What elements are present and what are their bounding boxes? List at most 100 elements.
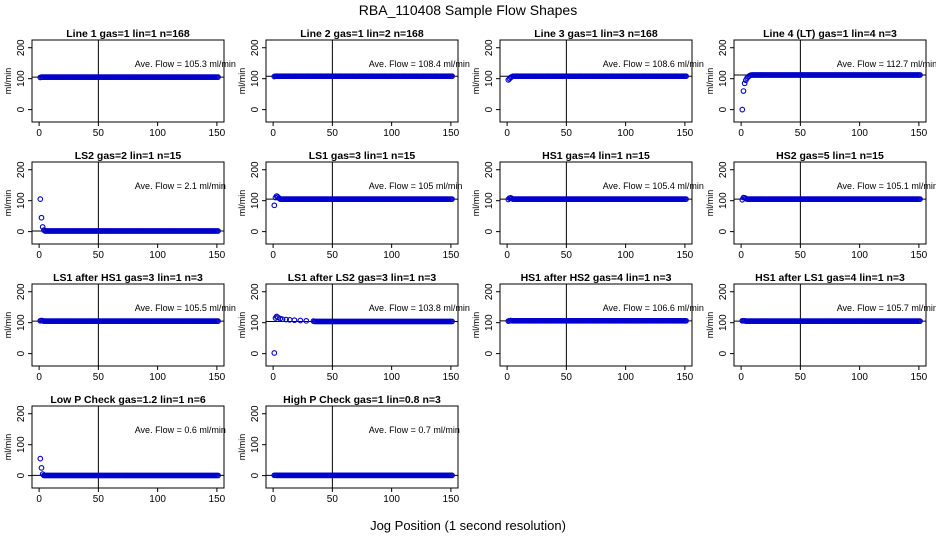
x-tick-label: 50 [327, 250, 339, 261]
y-tick-label: 0 [250, 106, 261, 112]
average-flow-label: Ave. Flow = 108.6 ml/min [603, 59, 704, 69]
plot-frame [265, 161, 459, 245]
y-tick-label: 200 [250, 283, 261, 300]
y-axis-label: ml/min [3, 68, 13, 95]
average-flow-label: Ave. Flow = 108.4 ml/min [369, 59, 470, 69]
data-point [271, 350, 278, 356]
x-tick-label: 0 [36, 250, 42, 261]
data-point [215, 228, 221, 234]
average-flow-label: Ave. Flow = 105.1 ml/min [837, 181, 936, 191]
panel-title: Line 1 gas=1 lin=1 n=168 [66, 28, 190, 40]
panel-1: Line 1 gas=1 lin=1 n=168 0 50 100 150 0 100 200… [3, 28, 236, 139]
average-flow-label: Ave. Flow = 105.5 ml/min [135, 303, 236, 313]
data-point [917, 72, 923, 78]
data-point [449, 318, 455, 325]
panel-5: LS2 gas=2 lin=1 n=15 0 50 100 150 0 100 200 ml/m… [3, 150, 226, 261]
y-axis-label: ml/min [237, 68, 247, 95]
y-axis-label: ml/min [471, 68, 481, 95]
x-tick-label: 100 [851, 128, 868, 139]
panel-4: Line 4 (LT) gas=1 lin=4 n=3 0 50 100 150 0 100… [705, 28, 936, 139]
data-point [38, 214, 45, 221]
data-point [449, 73, 455, 80]
y-tick-label: 100 [16, 436, 27, 453]
y-tick-label: 100 [484, 314, 495, 331]
x-tick-label: 50 [93, 372, 105, 383]
x-tick-label: 0 [504, 128, 510, 139]
x-tick-label: 50 [561, 372, 573, 383]
x-tick-label: 150 [209, 372, 226, 383]
x-tick-label: 150 [443, 250, 460, 261]
y-tick-label: 200 [16, 39, 27, 56]
y-tick-label: 0 [250, 350, 261, 356]
average-flow-label: Ave. Flow = 0.6 ml/min [135, 425, 226, 435]
panel-6: LS1 gas=3 lin=1 n=15 0 50 100 150 0 100 200 ml/m… [237, 150, 462, 261]
plot-frame [733, 161, 927, 245]
data-point [291, 317, 298, 324]
y-tick-label: 0 [718, 106, 729, 112]
data-point [271, 202, 278, 209]
y-tick-label: 0 [484, 228, 495, 234]
y-tick-label: 0 [484, 106, 495, 112]
plot-frame [733, 283, 927, 367]
x-tick-label: 100 [383, 494, 400, 505]
y-tick-label: 200 [718, 161, 729, 178]
average-flow-label: Ave. Flow = 103.8 ml/min [369, 303, 470, 313]
y-tick-label: 100 [16, 70, 27, 87]
panel-title: LS1 after LS2 gas=3 lin=1 n=3 [288, 272, 437, 284]
data-point [449, 196, 455, 202]
y-tick-label: 200 [16, 405, 27, 422]
y-tick-label: 200 [250, 405, 261, 422]
data-point [917, 196, 923, 202]
data-point [37, 455, 44, 462]
y-tick-label: 0 [250, 228, 261, 234]
plot-frame [499, 39, 693, 123]
y-axis-label: ml/min [237, 434, 247, 461]
x-tick-label: 0 [738, 250, 744, 261]
y-tick-label: 200 [250, 39, 261, 56]
y-tick-label: 200 [484, 39, 495, 56]
x-tick-label: 0 [36, 494, 42, 505]
x-tick-label: 100 [149, 494, 166, 505]
panel-11: HS1 after HS2 gas=4 lin=1 n=3 0 50 100 150 0 1… [471, 272, 704, 383]
x-tick-label: 100 [851, 372, 868, 383]
x-tick-label: 100 [617, 250, 634, 261]
panel-title: HS2 gas=5 lin=1 n=15 [776, 150, 884, 162]
y-tick-label: 200 [16, 283, 27, 300]
x-tick-label: 150 [677, 250, 694, 261]
y-axis-label: ml/min [3, 312, 13, 339]
data-point [215, 74, 221, 80]
plot-frame [31, 405, 225, 489]
data-point [683, 317, 689, 324]
panel-title: LS2 gas=2 lin=1 n=15 [75, 150, 182, 162]
average-flow-label: Ave. Flow = 2.1 ml/min [135, 181, 226, 191]
x-tick-label: 100 [149, 250, 166, 261]
y-tick-label: 100 [250, 314, 261, 331]
y-tick-label: 200 [718, 283, 729, 300]
y-tick-label: 0 [718, 228, 729, 234]
x-tick-label: 150 [677, 372, 694, 383]
y-tick-label: 0 [16, 350, 27, 356]
y-tick-label: 100 [16, 192, 27, 209]
panel-title: High P Check gas=1 lin=0.8 n=3 [283, 394, 441, 406]
x-tick-label: 0 [738, 372, 744, 383]
data-point [303, 317, 310, 324]
y-axis-label: ml/min [237, 312, 247, 339]
y-tick-label: 200 [484, 161, 495, 178]
panel-3: Line 3 gas=1 lin=3 n=168 0 50 100 150 0 100 200… [471, 28, 704, 139]
y-tick-label: 0 [16, 472, 27, 478]
x-tick-label: 150 [443, 372, 460, 383]
y-axis-label: ml/min [471, 312, 481, 339]
y-tick-label: 0 [16, 228, 27, 234]
x-tick-label: 150 [443, 494, 460, 505]
x-tick-label: 50 [327, 128, 339, 139]
panel-title: Line 4 (LT) gas=1 lin=4 n=3 [763, 28, 897, 40]
x-tick-label: 0 [36, 372, 42, 383]
panel-8: HS2 gas=5 lin=1 n=15 0 50 100 150 0 100 200 ml/m… [705, 150, 936, 261]
panel-14: High P Check gas=1 lin=0.8 n=3 0 50 100 150 0… [237, 394, 460, 505]
plot-frame [265, 283, 459, 367]
x-tick-label: 50 [795, 128, 807, 139]
y-tick-label: 100 [718, 192, 729, 209]
panel-title: Line 3 gas=1 lin=3 n=168 [534, 28, 658, 40]
plot-frame [733, 39, 927, 123]
y-axis-label: ml/min [471, 190, 481, 217]
